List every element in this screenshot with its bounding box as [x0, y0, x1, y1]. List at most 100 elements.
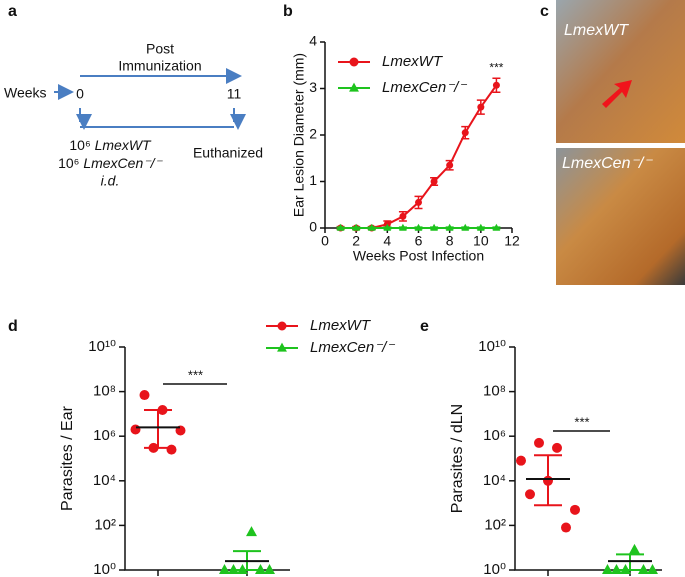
marker: [492, 81, 500, 89]
timeline-start-label: Weeks: [4, 85, 47, 101]
y-tick-label: 10²: [94, 516, 116, 533]
marker: [446, 161, 454, 169]
marker: [552, 442, 562, 453]
y-tick-label: 2: [309, 126, 317, 142]
y-axis-title: Parasites / Ear: [59, 405, 76, 511]
marker: [367, 223, 376, 231]
x-tick-label: 4: [383, 233, 391, 249]
marker: [602, 564, 613, 574]
y-tick-label: 10⁰: [93, 561, 116, 577]
y-tick-label: 3: [309, 79, 317, 95]
route-label: i.d.: [101, 173, 120, 189]
y-tick-label: 10⁴: [483, 472, 506, 489]
photo: [556, 0, 685, 143]
inoculum-label: 10⁶ LmexWT: [69, 137, 152, 153]
legend-marker: [277, 342, 287, 352]
marker: [525, 489, 535, 500]
week-label: 11: [227, 86, 242, 102]
marker: [399, 223, 407, 231]
y-tick-label: 1: [309, 172, 317, 188]
marker: [430, 223, 438, 231]
y-tick-label: 10¹⁰: [478, 338, 506, 355]
week-label: 0: [76, 86, 84, 102]
strain: LmexWT: [95, 137, 152, 153]
axis: [514, 347, 662, 571]
y-tick-label: 10⁶: [483, 427, 506, 444]
legend-label: LmexCen⁻/⁻: [310, 339, 395, 356]
x-tick-label: 0: [321, 233, 329, 249]
y-axis-title: Parasites / dLN: [449, 404, 466, 513]
x-tick-label: 6: [415, 233, 423, 249]
y-axis-title: Ear Lesion Diameter (mm): [291, 53, 307, 217]
legend-marker: [349, 82, 359, 92]
dose: 10⁶: [69, 137, 90, 153]
marker: [534, 437, 544, 448]
y-tick-label: 4: [309, 33, 317, 49]
marker: [130, 424, 141, 435]
y-tick-label: 10⁸: [483, 383, 506, 400]
photo: [556, 148, 685, 285]
marker: [516, 455, 526, 466]
y-tick-label: 10⁶: [93, 427, 116, 444]
legend-label: LmexWT: [382, 53, 444, 70]
marker: [219, 564, 230, 574]
x-tick-label: 10: [473, 233, 489, 249]
axis: [124, 347, 290, 571]
panel-label: c: [540, 3, 549, 20]
x-tick-label: 2: [352, 233, 360, 249]
legend-label: LmexCen⁻/⁻: [382, 79, 467, 96]
y-tick-label: 10²: [484, 516, 506, 533]
marker: [264, 564, 275, 574]
y-tick-label: 10¹⁰: [88, 338, 116, 355]
legend-label: LmexWT: [310, 317, 372, 334]
photo-label: LmexWT: [564, 22, 629, 39]
photo-label: LmexCen⁻/⁻: [562, 155, 653, 172]
marker: [477, 103, 485, 111]
inoculum-label: 10⁶ LmexCen⁻/⁻: [58, 155, 163, 171]
dose: 10⁶: [58, 155, 79, 171]
legend-marker: [349, 57, 359, 67]
annotation: ***: [574, 414, 589, 429]
x-tick-label: 12: [504, 233, 520, 249]
y-tick-label: 10⁸: [93, 383, 116, 400]
marker: [414, 223, 423, 231]
phase-label: Post: [146, 41, 174, 57]
marker: [139, 390, 150, 401]
x-axis-title: Weeks Post Infection: [353, 248, 484, 264]
x-tick-label: 8: [446, 233, 454, 249]
timeline-panel: a Weeks 0 11 Post Immunization 10⁶ LmexW…: [4, 3, 263, 188]
marker: [399, 212, 407, 220]
panel-label: d: [8, 318, 18, 335]
marker: [166, 444, 177, 455]
panel-label: e: [420, 318, 429, 335]
legend-marker: [277, 321, 287, 331]
photo-panel: c LmexWT LmexCen⁻/⁻: [540, 0, 685, 285]
annotation: ***: [489, 60, 503, 74]
phase-label: Immunization: [118, 58, 201, 74]
marker: [461, 223, 470, 231]
panel-label: b: [283, 3, 293, 20]
marker: [430, 178, 438, 185]
marker: [445, 223, 454, 231]
arrow: [602, 80, 632, 108]
marker: [476, 223, 485, 231]
marker: [570, 504, 580, 515]
marker: [647, 564, 658, 574]
y-tick-label: 10⁰: [483, 561, 506, 577]
marker: [246, 526, 257, 537]
marker: [629, 543, 640, 554]
marker: [415, 198, 422, 206]
marker: [492, 223, 501, 231]
y-tick-label: 0: [309, 219, 317, 235]
end-label: Euthanized: [193, 145, 263, 161]
annotation: ***: [188, 367, 203, 382]
panel-label: a: [8, 3, 17, 20]
marker: [336, 223, 345, 231]
y-tick-label: 10⁴: [93, 472, 116, 489]
marker: [383, 223, 392, 231]
marker: [461, 129, 469, 137]
strain: LmexCen⁻/⁻: [83, 155, 163, 171]
marker: [352, 223, 361, 231]
marker: [561, 522, 571, 533]
